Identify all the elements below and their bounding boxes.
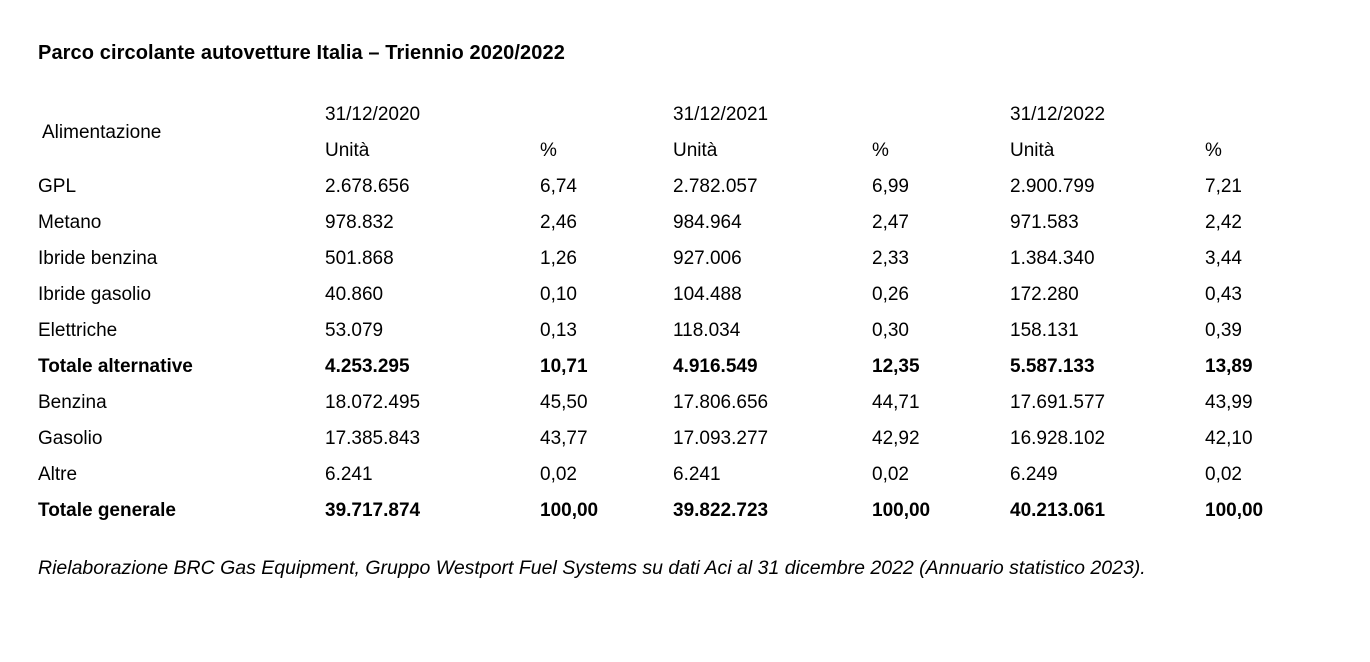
percent-2022-cell: 100,00 bbox=[1205, 500, 1264, 521]
percent-2020-cell: 6,74 bbox=[540, 176, 577, 197]
percent-2020-cell: 0,13 bbox=[540, 320, 577, 341]
percent-2021-cell: 0,30 bbox=[872, 320, 909, 341]
units-2022-cell: 16.928.102 bbox=[1010, 428, 1106, 449]
fuel-type-label: Ibride benzina bbox=[38, 248, 158, 269]
fuel-type-label: Ibride gasolio bbox=[38, 284, 152, 305]
percent-2021-cell: 12,35 bbox=[872, 356, 920, 377]
units-2022-cell: 6.249 bbox=[1010, 464, 1058, 485]
percent-2021-cell: 6,99 bbox=[872, 176, 909, 197]
units-2021-cell: 17.806.656 bbox=[673, 392, 769, 413]
percent-2022-cell: 42,10 bbox=[1205, 428, 1253, 449]
units-header-2021: Unità bbox=[673, 140, 718, 161]
units-2020-cell: 17.385.843 bbox=[325, 428, 421, 449]
units-2022-cell: 172.280 bbox=[1010, 284, 1079, 305]
percent-2020-cell: 45,50 bbox=[540, 392, 588, 413]
percent-2021-cell: 2,33 bbox=[872, 248, 909, 269]
units-2022-cell: 1.384.340 bbox=[1010, 248, 1095, 269]
table-row: Ibride gasolio 40.860 0,10 104.488 0,26 … bbox=[38, 277, 1332, 313]
table-row: Altre 6.241 0,02 6.241 0,02 6.249 0,02 bbox=[38, 457, 1332, 493]
percent-2022-cell: 3,44 bbox=[1205, 248, 1242, 269]
units-2021-cell: 984.964 bbox=[673, 212, 742, 233]
percent-2022-cell: 43,99 bbox=[1205, 392, 1253, 413]
units-2021-cell: 927.006 bbox=[673, 248, 742, 269]
percent-2020-cell: 2,46 bbox=[540, 212, 577, 233]
percent-2022-cell: 7,21 bbox=[1205, 176, 1242, 197]
table-header: Alimentazione 31/12/2020 31/12/2021 31/1… bbox=[38, 97, 1332, 169]
fuel-type-label: GPL bbox=[38, 176, 77, 197]
percent-2022-cell: 2,42 bbox=[1205, 212, 1242, 233]
percent-2021-cell: 0,26 bbox=[872, 284, 909, 305]
units-2020-cell: 6.241 bbox=[325, 464, 373, 485]
units-2020-cell: 18.072.495 bbox=[325, 392, 421, 413]
percent-2022-cell: 0,02 bbox=[1205, 464, 1242, 485]
units-2020-cell: 978.832 bbox=[325, 212, 394, 233]
table-row: Totale alternative 4.253.295 10,71 4.916… bbox=[38, 349, 1332, 385]
sub-header-row: Unità % Unità % Unità % bbox=[38, 133, 1332, 169]
table-row: Gasolio 17.385.843 43,77 17.093.277 42,9… bbox=[38, 421, 1332, 457]
percent-2020-cell: 0,02 bbox=[540, 464, 577, 485]
fuel-type-label: Metano bbox=[38, 212, 102, 233]
percent-2020-cell: 10,71 bbox=[540, 356, 588, 377]
units-2021-cell: 39.822.723 bbox=[673, 500, 769, 521]
fuel-type-label: Totale generale bbox=[38, 500, 176, 521]
percent-2022-cell: 0,39 bbox=[1205, 320, 1242, 341]
percent-2022-cell: 0,43 bbox=[1205, 284, 1242, 305]
fuel-type-label: Elettriche bbox=[38, 320, 118, 341]
percent-2020-cell: 0,10 bbox=[540, 284, 577, 305]
fuel-type-label: Totale alternative bbox=[38, 356, 193, 377]
units-2022-cell: 40.213.061 bbox=[1010, 500, 1106, 521]
period-header-2020: 31/12/2020 bbox=[325, 104, 421, 125]
table-body: GPL 2.678.656 6,74 2.782.057 6,99 2.900.… bbox=[38, 169, 1332, 529]
units-2022-cell: 2.900.799 bbox=[1010, 176, 1095, 197]
table-row: Elettriche 53.079 0,13 118.034 0,30 158.… bbox=[38, 313, 1332, 349]
fuel-type-label: Benzina bbox=[38, 392, 107, 413]
percent-2021-cell: 100,00 bbox=[872, 500, 931, 521]
table-row: Metano 978.832 2,46 984.964 2,47 971.583… bbox=[38, 205, 1332, 241]
units-2020-cell: 53.079 bbox=[325, 320, 384, 341]
units-header-2020: Unità bbox=[325, 140, 370, 161]
percent-header-2022: % bbox=[1205, 140, 1222, 161]
table-row: Ibride benzina 501.868 1,26 927.006 2,33… bbox=[38, 241, 1332, 277]
percent-2020-cell: 43,77 bbox=[540, 428, 588, 449]
units-2020-cell: 40.860 bbox=[325, 284, 384, 305]
units-2021-cell: 104.488 bbox=[673, 284, 742, 305]
fleet-table: Alimentazione 31/12/2020 31/12/2021 31/1… bbox=[38, 97, 1332, 529]
fuel-type-label: Gasolio bbox=[38, 428, 103, 449]
table-row: GPL 2.678.656 6,74 2.782.057 6,99 2.900.… bbox=[38, 169, 1332, 205]
percent-2021-cell: 2,47 bbox=[872, 212, 909, 233]
units-2022-cell: 17.691.577 bbox=[1010, 392, 1106, 413]
fuel-column-header: Alimentazione bbox=[42, 122, 162, 143]
units-2020-cell: 4.253.295 bbox=[325, 356, 410, 377]
fuel-type-label: Altre bbox=[38, 464, 78, 485]
source-note: Rielaborazione BRC Gas Equipment, Gruppo… bbox=[38, 557, 1146, 579]
table-row: Benzina 18.072.495 45,50 17.806.656 44,7… bbox=[38, 385, 1332, 421]
units-2021-cell: 4.916.549 bbox=[673, 356, 758, 377]
table-row: Totale generale 39.717.874 100,00 39.822… bbox=[38, 493, 1332, 529]
units-2020-cell: 39.717.874 bbox=[325, 500, 421, 521]
units-header-2022: Unità bbox=[1010, 140, 1055, 161]
units-2020-cell: 2.678.656 bbox=[325, 176, 410, 197]
units-2022-cell: 971.583 bbox=[1010, 212, 1079, 233]
units-2022-cell: 158.131 bbox=[1010, 320, 1079, 341]
units-2020-cell: 501.868 bbox=[325, 248, 394, 269]
units-2021-cell: 6.241 bbox=[673, 464, 721, 485]
period-header-2021: 31/12/2021 bbox=[673, 104, 769, 125]
percent-2020-cell: 1,26 bbox=[540, 248, 577, 269]
units-2021-cell: 2.782.057 bbox=[673, 176, 758, 197]
percent-2021-cell: 44,71 bbox=[872, 392, 920, 413]
percent-header-2020: % bbox=[540, 140, 557, 161]
percent-2021-cell: 42,92 bbox=[872, 428, 920, 449]
units-2022-cell: 5.587.133 bbox=[1010, 356, 1095, 377]
percent-2021-cell: 0,02 bbox=[872, 464, 909, 485]
percent-2020-cell: 100,00 bbox=[540, 500, 599, 521]
period-header-2022: 31/12/2022 bbox=[1010, 104, 1106, 125]
period-header-row: Alimentazione 31/12/2020 31/12/2021 31/1… bbox=[38, 97, 1332, 143]
percent-2022-cell: 13,89 bbox=[1205, 356, 1253, 377]
percent-header-2021: % bbox=[872, 140, 889, 161]
units-2021-cell: 17.093.277 bbox=[673, 428, 769, 449]
page-title: Parco circolante autovetture Italia – Tr… bbox=[38, 42, 565, 64]
units-2021-cell: 118.034 bbox=[673, 320, 741, 341]
